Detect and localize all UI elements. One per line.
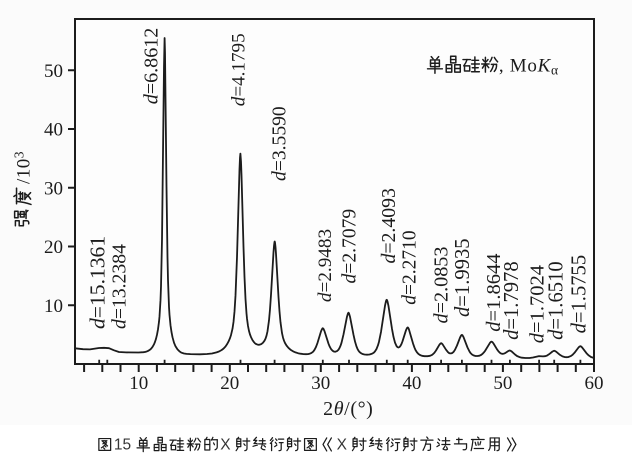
svg-text:2θ/(°): 2θ/(°) [323, 398, 373, 420]
svg-text:10: 10 [44, 296, 63, 317]
svg-text:/103: /103 [11, 151, 34, 184]
svg-text:10: 10 [129, 373, 148, 394]
svg-text:d=13.2384: d=13.2384 [108, 244, 130, 329]
svg-text:20: 20 [44, 237, 63, 258]
svg-text:20: 20 [220, 373, 239, 394]
svg-text:d=15.1361: d=15.1361 [86, 236, 110, 329]
svg-text:50: 50 [493, 373, 512, 394]
svg-text:40: 40 [402, 373, 421, 394]
svg-text:d=2.0853: d=2.0853 [431, 247, 453, 324]
svg-text:d=4.1795: d=4.1795 [229, 33, 250, 106]
svg-text:d=1.7024: d=1.7024 [526, 265, 548, 343]
svg-text:30: 30 [311, 373, 330, 394]
svg-text:15: 15 [114, 437, 131, 454]
svg-text:, MoKα: , MoKα [499, 56, 559, 78]
svg-text:40: 40 [44, 120, 63, 141]
svg-text:X: X [220, 437, 231, 454]
svg-text:d=2.7079: d=2.7079 [340, 209, 361, 284]
svg-text:d=1.7978: d=1.7978 [501, 261, 523, 340]
svg-text:d=6.8612: d=6.8612 [140, 28, 162, 105]
svg-text:30: 30 [44, 178, 63, 199]
svg-text:d=1.6510: d=1.6510 [545, 261, 567, 340]
svg-text:d=1.9935: d=1.9935 [452, 238, 474, 317]
svg-text:50: 50 [44, 61, 63, 82]
svg-text:d=1.5755: d=1.5755 [568, 255, 590, 334]
svg-text:d=1.8644: d=1.8644 [483, 254, 505, 332]
svg-text:d=3.5590: d=3.5590 [270, 106, 291, 181]
svg-text:60: 60 [585, 373, 604, 394]
svg-text:d=2.9483: d=2.9483 [315, 229, 336, 302]
svg-text:d=2.4093: d=2.4093 [378, 188, 400, 264]
svg-text:X: X [337, 437, 348, 454]
svg-text:d=2.2710: d=2.2710 [400, 230, 421, 304]
